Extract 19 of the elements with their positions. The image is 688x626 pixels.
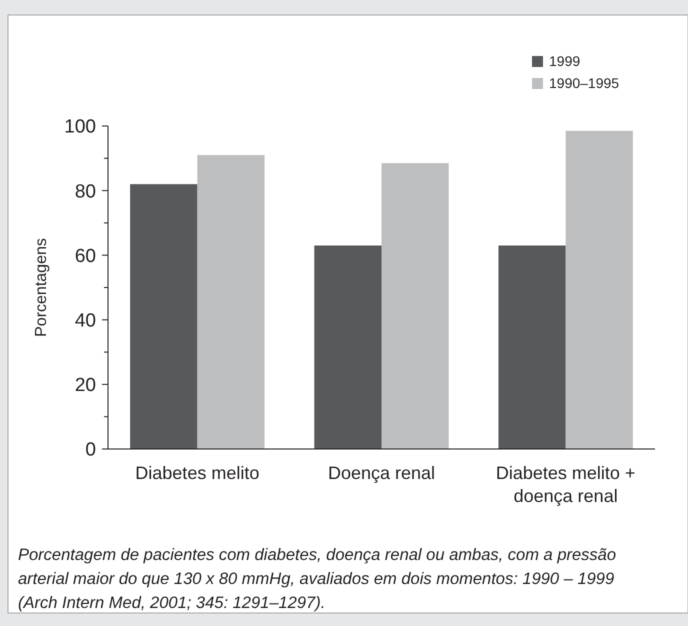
bar [314, 246, 382, 449]
text: Porcentagem de pacientes com diabetes, doença renal ou ambas, com a pressão arterial maior do que 130 x 80 mmHg, avaliados em dois momentos: 1990 – 1999 (Arch Intern Med, 2001; 345: 1291–1297). [18, 546, 616, 612]
y-tick-label: 20 [74, 375, 96, 396]
x-tick-label: Diabetes melito + doença renal [496, 463, 636, 506]
y-axis-title: Porcentagens [33, 238, 50, 337]
bar [382, 163, 449, 449]
legend-label: 1990–1995 [549, 75, 620, 91]
bar [498, 246, 566, 449]
y-tick-label: 60 [74, 246, 96, 267]
y-tick-label: 0 [85, 440, 96, 461]
bar [566, 130, 633, 449]
bar [130, 184, 198, 449]
x-tick-label: Doença renal [328, 463, 436, 483]
y-tick-label: 40 [74, 310, 96, 332]
bar [197, 155, 265, 449]
y-tick-label: 80 [74, 181, 96, 202]
y-tick-label: 100 [64, 116, 96, 138]
legend-label: 1999 [549, 53, 580, 69]
x-tick-label: Diabetes melito [135, 463, 260, 483]
